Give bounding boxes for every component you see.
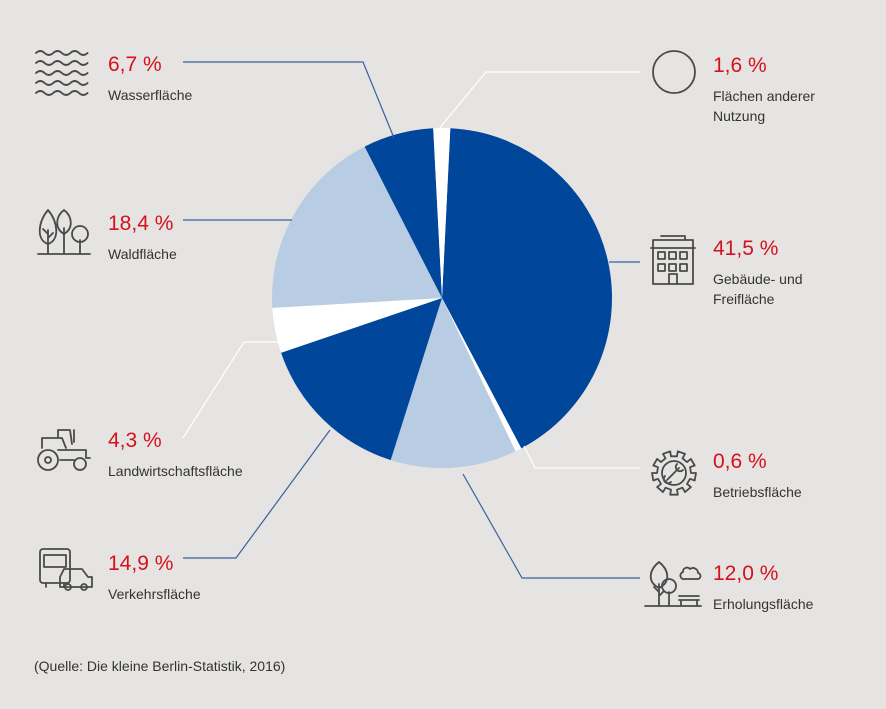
vehicles-icon (39, 548, 93, 591)
slice-labels: 41,5 % Gebäude- und Freifläche 0,6 % Betrieb… (108, 53, 815, 612)
waves-icon (35, 50, 89, 96)
pie-slice-landwirtschaftsflaeche (272, 298, 442, 353)
category-label-flaechen-anderer-nutzung: Nutzung (713, 108, 765, 124)
leader-line-flaechen-anderer-nutzung (437, 71, 640, 131)
category-label-waldflaeche: Waldfläche (108, 246, 177, 262)
category-label-gebaeude-und-freiflaeche: Freifläche (713, 291, 775, 307)
category-label-flaechen-anderer-nutzung: Flächen anderer (713, 88, 815, 104)
tractor-icon (37, 429, 91, 471)
leader-line-erholungsflaeche (462, 473, 640, 579)
value-label-erholungsflaeche: 12,0 % (713, 562, 778, 585)
leader-line-wasserflaeche (183, 61, 395, 139)
pie-slice-verkehrsflaeche (281, 298, 442, 461)
value-label-verkehrsflaeche: 14,9 % (108, 552, 173, 575)
category-label-wasserflaeche: Wasserfläche (108, 87, 193, 103)
pie-slice-waldflaeche (272, 146, 442, 308)
leader-line-verkehrsflaeche (183, 429, 331, 559)
pie-slice-flaechen-anderer-nutzung (433, 128, 451, 298)
value-label-flaechen-anderer-nutzung: 1,6 % (713, 54, 767, 77)
pie-slice-betriebsflaeche (442, 298, 522, 452)
building-icon (650, 235, 696, 285)
category-label-betriebsflaeche: Betriebsfläche (713, 484, 802, 500)
pie-slices (272, 128, 613, 469)
park-icon (644, 561, 702, 607)
value-label-betriebsflaeche: 0,6 % (713, 450, 767, 473)
category-label-landwirtschaftsflaeche: Landwirtschaftsfläche (108, 463, 243, 479)
value-label-gebaeude-und-freiflaeche: 41,5 % (713, 237, 778, 260)
value-label-landwirtschaftsflaeche: 4,3 % (108, 429, 162, 452)
pie-slice-gebaeude-und-freiflaeche (442, 128, 613, 449)
pie-slice-wasserflaeche (364, 128, 442, 298)
source-note: (Quelle: Die kleine Berlin-Statistik, 20… (34, 658, 285, 674)
circle-icon (652, 50, 696, 94)
category-icons (35, 50, 702, 607)
category-label-verkehrsflaeche: Verkehrsfläche (108, 586, 201, 602)
pie-slice-erholungsflaeche (390, 298, 516, 469)
category-label-gebaeude-und-freiflaeche: Gebäude- und (713, 271, 803, 287)
leader-line-betriebsflaeche (523, 445, 640, 469)
gear-wrench-icon (651, 450, 697, 496)
trees-icon (37, 209, 91, 255)
leader-line-landwirtschaftsflaeche (182, 341, 279, 439)
value-label-waldflaeche: 18,4 % (108, 212, 173, 235)
leader-lines (182, 61, 640, 579)
category-label-erholungsflaeche: Erholungsfläche (713, 596, 814, 612)
value-label-wasserflaeche: 6,7 % (108, 53, 162, 76)
